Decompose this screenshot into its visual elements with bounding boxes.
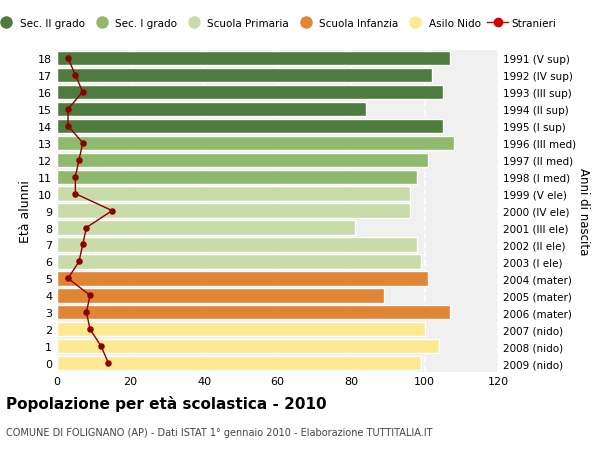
Bar [57,204,410,218]
Bar [57,356,421,370]
Point [107,207,117,215]
Bar [57,272,428,286]
Point [63,106,73,113]
Point [82,309,91,316]
Point [71,72,80,79]
Bar [57,153,428,168]
Bar [57,85,443,100]
Bar [57,69,432,83]
Y-axis label: Anni di nascita: Anni di nascita [577,168,590,255]
Point [82,224,91,232]
Bar [57,119,443,134]
Point [78,241,88,249]
Bar [57,187,410,202]
Point [96,343,106,350]
Point [71,174,80,181]
Bar [57,221,355,235]
Bar [57,102,366,117]
Bar [57,136,454,151]
Text: COMUNE DI FOLIGNANO (AP) - Dati ISTAT 1° gennaio 2010 - Elaborazione TUTTITALIA.: COMUNE DI FOLIGNANO (AP) - Dati ISTAT 1°… [6,427,433,437]
Bar [57,52,450,66]
Y-axis label: Età alunni: Età alunni [19,180,32,242]
Bar [57,339,439,353]
Bar [57,238,417,252]
Text: Popolazione per età scolastica - 2010: Popolazione per età scolastica - 2010 [6,395,326,411]
Point [74,258,84,266]
Bar [57,170,417,185]
Bar [57,305,450,320]
Bar [57,289,384,303]
Point [85,292,95,299]
Legend: Sec. II grado, Sec. I grado, Scuola Primaria, Scuola Infanzia, Asilo Nido, Stran: Sec. II grado, Sec. I grado, Scuola Prim… [0,19,556,29]
Point [63,275,73,282]
Point [78,140,88,147]
Point [74,157,84,164]
Point [71,190,80,198]
Bar [57,322,425,337]
Point [63,123,73,130]
Point [63,55,73,62]
Point [104,360,113,367]
Point [85,326,95,333]
Point [78,89,88,96]
Bar [57,255,421,269]
